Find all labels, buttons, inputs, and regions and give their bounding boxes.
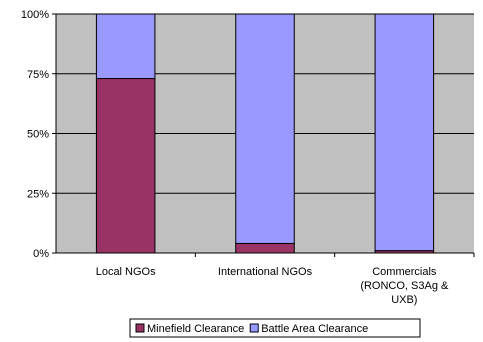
y-tick-label: 0% bbox=[33, 248, 49, 260]
y-tick-label: 50% bbox=[27, 129, 49, 141]
legend-swatch bbox=[249, 323, 259, 333]
bar-segment-battle-area bbox=[95, 13, 156, 80]
legend-label: Battle Area Clearance bbox=[261, 323, 368, 335]
y-axis-ticks: 0% 25% 50% 75% 100% bbox=[21, 9, 56, 260]
bar-segment-battle-area bbox=[374, 13, 435, 252]
legend-box bbox=[129, 318, 421, 338]
bars bbox=[95, 13, 435, 254]
legend-label: Minefield Clearance bbox=[147, 323, 244, 335]
bar-segment-minefield bbox=[235, 242, 295, 254]
legend-swatch bbox=[135, 323, 145, 333]
legend: Minefield Clearance Battle Area Clearance bbox=[129, 318, 421, 338]
bar-segment-battle-area bbox=[235, 13, 295, 244]
y-tick-label: 25% bbox=[27, 188, 49, 200]
y-tick-label: 100% bbox=[21, 9, 49, 21]
category-label: Local NGOs bbox=[96, 266, 156, 278]
category-label: Commercials (RONCO, S3Ag & UXB) bbox=[360, 266, 449, 306]
category-label: International NGOs bbox=[218, 266, 313, 278]
y-tick-label: 75% bbox=[27, 69, 49, 81]
bar-segment-minefield bbox=[95, 78, 156, 254]
x-axis-categories: Local NGOs International NGOs Commercials(… bbox=[96, 253, 475, 306]
